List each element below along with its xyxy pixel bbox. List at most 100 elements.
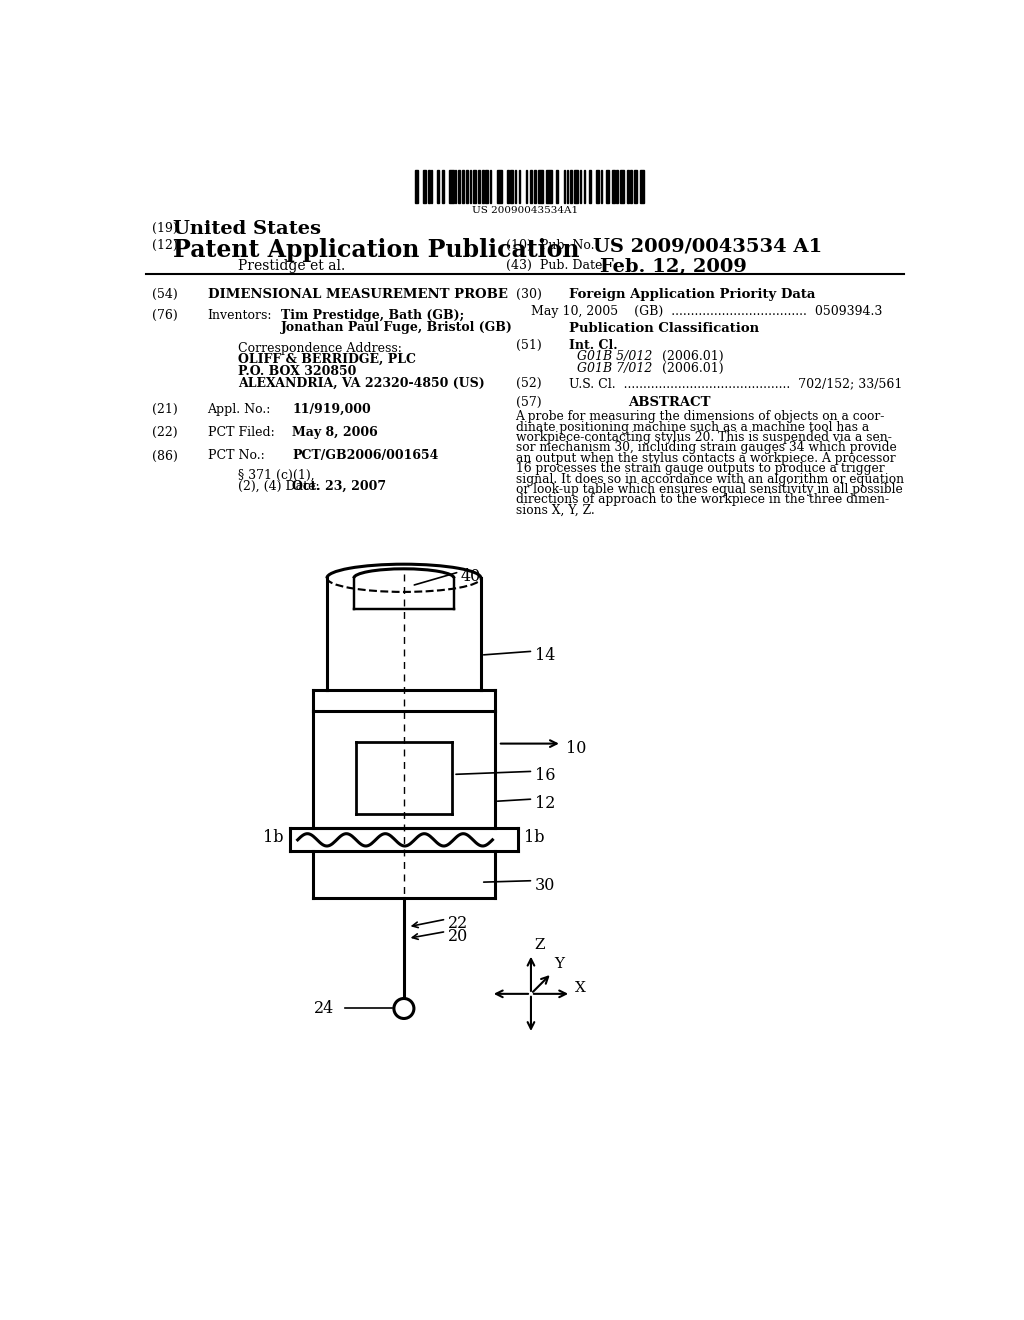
Text: U.S. Cl.  ...........................................  702/152; 33/561: U.S. Cl. ...............................… — [569, 378, 903, 391]
Bar — [478, 170, 480, 203]
Bar — [596, 170, 599, 203]
Text: May 10, 2005    (GB)  ...................................  0509394.3: May 10, 2005 (GB) ......................… — [531, 305, 883, 318]
Text: PCT No.:: PCT No.: — [208, 449, 264, 462]
Bar — [635, 170, 637, 203]
Bar — [620, 170, 624, 203]
Text: (86): (86) — [153, 449, 178, 462]
Bar — [510, 170, 513, 203]
Text: Feb. 12, 2009: Feb. 12, 2009 — [600, 257, 748, 276]
Text: (2), (4) Date:: (2), (4) Date: — [239, 480, 319, 494]
Text: G01B 5/012: G01B 5/012 — [578, 350, 652, 363]
Text: Oct. 23, 2007: Oct. 23, 2007 — [292, 480, 386, 494]
Text: or look-up table which ensures equal sensitivity in all possible: or look-up table which ensures equal sen… — [515, 483, 902, 496]
Text: (2006.01): (2006.01) — [662, 350, 724, 363]
Text: ABSTRACT: ABSTRACT — [629, 396, 711, 409]
Text: (22): (22) — [153, 426, 178, 440]
Text: A probe for measuring the dimensions of objects on a coor-: A probe for measuring the dimensions of … — [515, 411, 885, 424]
Text: DIMENSIONAL MEASUREMENT PROBE: DIMENSIONAL MEASUREMENT PROBE — [208, 288, 508, 301]
Text: 30: 30 — [535, 876, 555, 894]
Bar — [428, 170, 430, 203]
Text: X: X — [574, 981, 586, 995]
Text: ALEXANDRIA, VA 22320-4850 (US): ALEXANDRIA, VA 22320-4850 (US) — [239, 376, 485, 389]
Text: P.O. BOX 320850: P.O. BOX 320850 — [239, 364, 356, 378]
Bar — [538, 170, 544, 203]
Text: (43)  Pub. Date:: (43) Pub. Date: — [506, 259, 607, 272]
Bar — [600, 170, 602, 203]
Bar — [612, 170, 614, 203]
Bar — [455, 170, 457, 203]
Text: Prestidge et al.: Prestidge et al. — [239, 259, 346, 272]
Text: Int. Cl.: Int. Cl. — [569, 339, 618, 351]
Bar — [462, 170, 464, 203]
Bar — [431, 170, 432, 203]
Text: sor mechanism 30, including strain gauges 34 which provide: sor mechanism 30, including strain gauge… — [515, 441, 896, 454]
Bar — [640, 170, 644, 203]
Text: (57): (57) — [515, 396, 542, 409]
Text: Jonathan Paul Fuge, Bristol (GB): Jonathan Paul Fuge, Bristol (GB) — [281, 321, 513, 334]
Text: May 8, 2006: May 8, 2006 — [292, 426, 378, 440]
Text: US 20090043534A1: US 20090043534A1 — [472, 206, 578, 215]
Text: 11/919,000: 11/919,000 — [292, 404, 371, 416]
Bar — [450, 170, 454, 203]
Bar — [416, 170, 418, 203]
Text: Appl. No.:: Appl. No.: — [208, 404, 271, 416]
Text: 20: 20 — [447, 928, 468, 945]
Text: (52): (52) — [515, 378, 542, 391]
Bar — [525, 170, 527, 203]
Bar — [589, 170, 591, 203]
Text: directions of approach to the workpiece in the three dimen-: directions of approach to the workpiece … — [515, 494, 889, 507]
Text: Tim Prestidge, Bath (GB);: Tim Prestidge, Bath (GB); — [281, 309, 464, 322]
Text: 16 processes the strain gauge outputs to produce a trigger: 16 processes the strain gauge outputs to… — [515, 462, 884, 475]
Text: 24: 24 — [314, 1001, 335, 1016]
Text: 12: 12 — [535, 795, 555, 812]
Bar — [485, 170, 488, 203]
Bar — [470, 170, 471, 203]
Text: workpiece-contacting stylus 20. This is suspended via a sen-: workpiece-contacting stylus 20. This is … — [515, 430, 892, 444]
Bar — [515, 170, 516, 203]
Bar — [606, 170, 609, 203]
Text: (12): (12) — [153, 239, 178, 252]
Text: G01B 7/012: G01B 7/012 — [578, 362, 652, 375]
Text: (19): (19) — [153, 222, 178, 235]
Bar — [497, 170, 503, 203]
Bar — [630, 170, 633, 203]
Text: (51): (51) — [515, 339, 542, 351]
Text: US 2009/0043534 A1: US 2009/0043534 A1 — [593, 238, 822, 256]
Text: PCT/GB2006/001654: PCT/GB2006/001654 — [292, 449, 438, 462]
Text: 16: 16 — [535, 767, 555, 784]
Bar — [546, 170, 552, 203]
Text: (76): (76) — [153, 309, 178, 322]
Text: Inventors:: Inventors: — [208, 309, 272, 322]
Text: Patent Application Publication: Patent Application Publication — [173, 238, 580, 261]
Bar — [564, 170, 565, 203]
Text: 14: 14 — [535, 647, 555, 664]
Bar — [423, 170, 426, 203]
Text: Publication Classification: Publication Classification — [569, 322, 760, 335]
Text: (21): (21) — [153, 404, 178, 416]
Text: 1b: 1b — [524, 829, 545, 846]
Bar — [566, 170, 568, 203]
Text: Y: Y — [554, 957, 564, 972]
Bar — [627, 170, 629, 203]
Text: Correspondence Address:: Correspondence Address: — [239, 342, 402, 355]
Bar — [580, 170, 582, 203]
Text: sions X, Y, Z.: sions X, Y, Z. — [515, 504, 594, 516]
Bar — [458, 170, 460, 203]
Bar — [573, 170, 578, 203]
Text: 10: 10 — [565, 739, 586, 756]
Text: OLIFF & BERRIDGE, PLC: OLIFF & BERRIDGE, PLC — [239, 354, 417, 366]
Text: (10)  Pub. No.:: (10) Pub. No.: — [506, 239, 599, 252]
Bar — [473, 170, 475, 203]
Text: (30): (30) — [515, 288, 542, 301]
Bar — [535, 170, 537, 203]
Text: 40: 40 — [461, 568, 481, 585]
Text: (54): (54) — [153, 288, 178, 301]
Bar — [584, 170, 585, 203]
Text: 1b: 1b — [263, 829, 284, 846]
Text: 22: 22 — [447, 915, 468, 932]
Bar — [466, 170, 468, 203]
Text: dinate positioning machine such as a machine tool has a: dinate positioning machine such as a mac… — [515, 421, 868, 433]
Bar — [529, 170, 532, 203]
Text: an output when the stylus contacts a workpiece. A processor: an output when the stylus contacts a wor… — [515, 451, 895, 465]
Text: Z: Z — [535, 939, 545, 952]
